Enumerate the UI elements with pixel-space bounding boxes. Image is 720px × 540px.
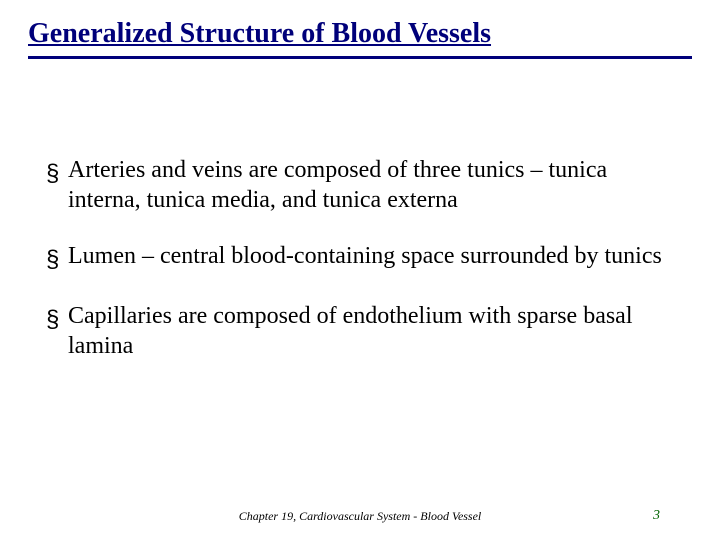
slide: Generalized Structure of Blood Vessels §…	[0, 0, 720, 540]
bullet-text: Lumen – central blood-containing space s…	[68, 241, 682, 271]
slide-title: Generalized Structure of Blood Vessels	[28, 18, 692, 59]
bullet-icon: §	[46, 245, 68, 275]
list-item: § Capillaries are composed of endotheliu…	[46, 301, 682, 361]
bullet-icon: §	[46, 159, 68, 189]
list-item: § Arteries and veins are composed of thr…	[46, 155, 682, 215]
bullet-icon: §	[46, 305, 68, 335]
page-number: 3	[653, 508, 660, 524]
list-item: § Lumen – central blood-containing space…	[46, 241, 682, 275]
bullet-text: Arteries and veins are composed of three…	[68, 155, 682, 215]
bullet-text: Capillaries are composed of endothelium …	[68, 301, 682, 361]
slide-body: § Arteries and veins are composed of thr…	[28, 155, 692, 361]
footer-text: Chapter 19, Cardiovascular System - Bloo…	[0, 509, 720, 524]
